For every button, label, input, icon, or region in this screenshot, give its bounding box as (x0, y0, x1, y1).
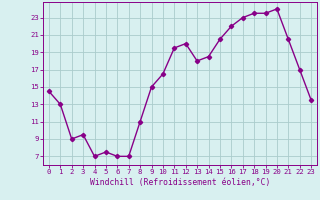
X-axis label: Windchill (Refroidissement éolien,°C): Windchill (Refroidissement éolien,°C) (90, 178, 270, 187)
